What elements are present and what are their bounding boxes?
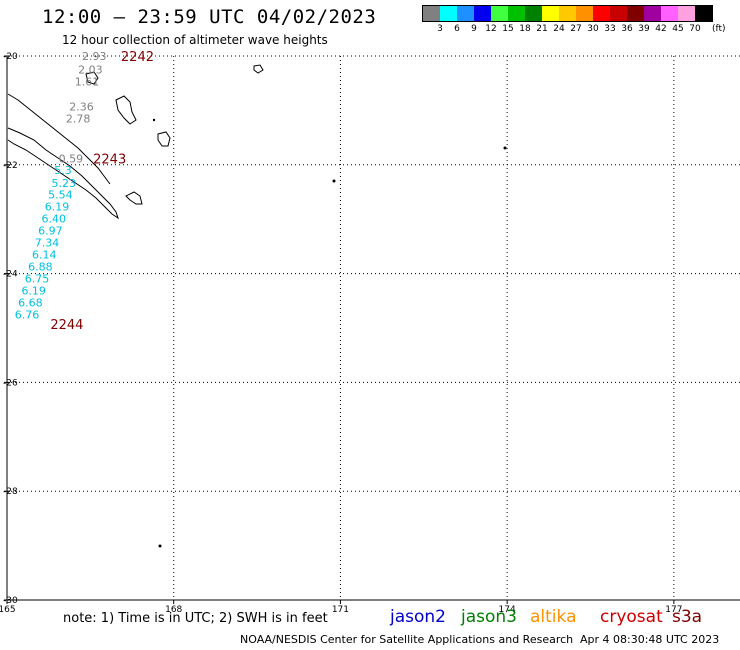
small-island-hunter	[158, 544, 162, 548]
wave-height-value: 6.88	[28, 261, 52, 274]
wave-height-value: 6.19	[21, 284, 45, 297]
legend-label: 21	[536, 24, 548, 34]
x-tick-label: 171	[332, 605, 349, 615]
legend-label: 39	[638, 24, 650, 34]
wave-height-observations: 2.932.031.612.362.780.595.35.235.546.196…	[15, 50, 107, 321]
legend-swatch	[474, 6, 491, 21]
generated-timestamp: Apr 4 08:30:48 UTC 2023	[580, 633, 720, 646]
legend-swatch	[440, 6, 457, 21]
small-island-walpole	[503, 146, 507, 150]
wave-height-value: 5.23	[51, 177, 75, 190]
pass-time-label: 2242	[121, 50, 154, 65]
credit-line: NOAA/NESDIS Center for Satellite Applica…	[240, 633, 574, 646]
wave-height-value: 2.78	[66, 113, 91, 126]
y-tick-label: -28	[3, 487, 18, 497]
y-tick-label: -30	[3, 596, 18, 606]
satellite-name-altika: altika	[530, 607, 577, 627]
wave-height-value: 6.40	[41, 213, 66, 226]
wave-height-value: 6.75	[25, 272, 50, 285]
legend-label: 12	[485, 24, 497, 34]
page-title: 12:00 – 23:59 UTC 04/02/2023	[42, 6, 377, 28]
satellite-name-s3a: s3a	[672, 607, 703, 627]
x-tick-label: 168	[165, 605, 182, 615]
legend-label: 33	[604, 24, 616, 34]
pass-time-label: 2244	[50, 318, 83, 333]
legend-label: 24	[553, 24, 565, 34]
new-caledonia-east-coast	[7, 93, 111, 185]
legend-swatch	[542, 6, 559, 21]
legend-swatch	[661, 6, 678, 21]
wave-height-color-legend: (ft) 3 6 9 12 15 18 21 24 27 30 33 36 39 42 45 70	[422, 5, 726, 36]
footnote: note: 1) Time is in UTC; 2) SWH is in fe…	[63, 611, 328, 626]
x-tick-label: 174	[499, 605, 516, 615]
wave-height-value: 1.61	[75, 76, 100, 89]
small-island-matthew	[332, 179, 336, 183]
legend-label: 3	[437, 24, 443, 34]
page-subtitle: 12 hour collection of altimeter wave hei…	[62, 33, 328, 47]
legend-label: 45	[672, 24, 684, 34]
legend-label: 42	[655, 24, 667, 34]
wave-height-value: 6.68	[18, 296, 43, 309]
legend-label: 9	[471, 24, 477, 34]
legend-swatch	[423, 6, 440, 21]
y-tick-label: -22	[3, 161, 18, 171]
x-tick-label: 165	[0, 605, 16, 615]
wave-height-value: 2.36	[69, 101, 94, 114]
wave-height-value: 6.76	[15, 308, 40, 321]
new-caledonia-coastline	[7, 127, 119, 220]
wave-height-value: 5.54	[48, 189, 73, 202]
legend-swatch	[559, 6, 576, 21]
small-island-north	[253, 64, 264, 74]
wave-height-value: 6.14	[32, 249, 57, 262]
legend-swatch	[678, 6, 695, 21]
wave-height-value: 5.3	[54, 164, 72, 177]
legend-swatch	[491, 6, 508, 21]
legend-label: 15	[502, 24, 514, 34]
loyalty-islands-lifou	[157, 131, 171, 147]
wave-height-value: 2.03	[78, 64, 103, 77]
legend-unit: (ft)	[712, 24, 726, 34]
legend-swatch	[576, 6, 593, 21]
map-grid	[4, 55, 740, 604]
legend-swatch	[644, 6, 661, 21]
legend-label: 36	[621, 24, 633, 34]
small-island-reef	[152, 118, 156, 122]
legend-swatch	[525, 6, 542, 21]
x-tick-label: 177	[665, 605, 682, 615]
satellite-pass-labels: 2242 2243 2244	[50, 50, 154, 333]
belep-islands	[85, 71, 99, 85]
legend-swatch	[593, 6, 610, 21]
legend-label: 70	[689, 24, 701, 34]
wave-height-value: 0.59	[59, 152, 84, 165]
wave-height-value: 6.19	[45, 201, 70, 214]
legend-swatch	[508, 6, 525, 21]
legend-label: 30	[587, 24, 599, 34]
legend-label: 6	[454, 24, 460, 34]
isle-of-pines	[125, 191, 143, 205]
y-tick-label: -24	[3, 270, 18, 280]
y-tick-label: -26	[3, 378, 18, 388]
legend-color-bar	[422, 5, 713, 22]
legend-swatch	[695, 6, 712, 21]
wave-height-value: 6.97	[38, 225, 63, 238]
map-tick-labels: 165 168 171 174 177 -20 -22 -24 -26 -28 -30	[0, 52, 682, 615]
wave-height-value: 7.34	[35, 237, 60, 250]
wave-height-value: 2.93	[82, 50, 107, 63]
satellite-name-cryosat: cryosat	[600, 607, 663, 627]
loyalty-islands-ouvea	[115, 95, 137, 125]
legend-swatch	[610, 6, 627, 21]
y-tick-label: -20	[3, 52, 18, 62]
satellite-name-jason2: jason2	[390, 607, 446, 627]
legend-tick-labels: (ft) 3 6 9 12 15 18 21 24 27 30 33 36 39 42 45 70	[422, 22, 725, 36]
pass-time-label: 2243	[93, 152, 126, 167]
legend-label: 18	[519, 24, 531, 34]
satellite-name-jason3: jason3	[461, 607, 517, 627]
legend-label: 27	[570, 24, 582, 34]
coastline	[7, 64, 507, 548]
legend-swatch	[627, 6, 644, 21]
legend-swatch	[457, 6, 474, 21]
